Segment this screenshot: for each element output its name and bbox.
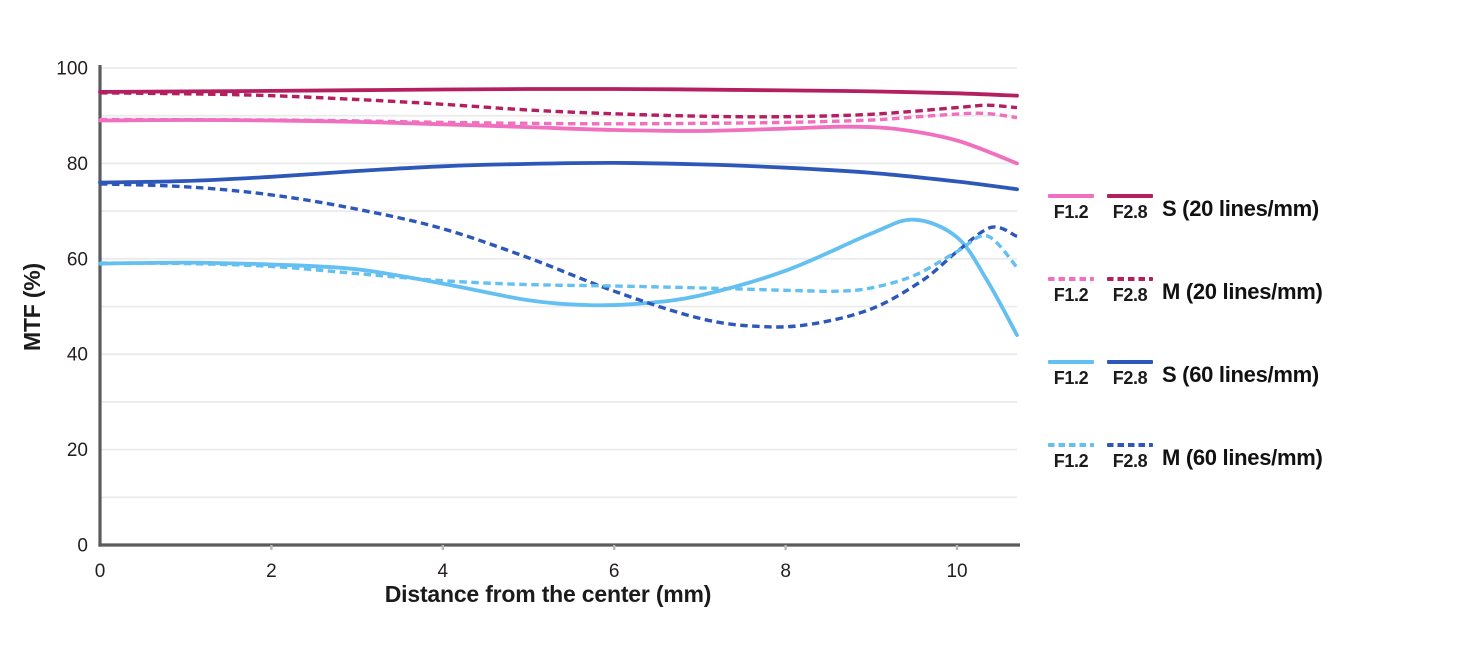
series-line-m20-f12 [99, 111, 1018, 126]
series-line-s20-f12 [98, 118, 1019, 166]
y-axis-title: MTF (%) [19, 263, 45, 351]
series-line-s60-f28 [98, 160, 1019, 192]
y-tick-label: 60 [67, 249, 88, 270]
y-tick-label: 80 [67, 154, 88, 175]
x-tick-label: 0 [95, 561, 106, 582]
y-tick-label: 20 [67, 440, 88, 461]
x-tick-label: 2 [266, 561, 277, 582]
y-tick-label: 40 [67, 345, 88, 366]
series-line-m60-f12 [99, 233, 1019, 293]
series-line-s20-f28 [98, 87, 1019, 98]
x-axis-title: Distance from the center (mm) [385, 581, 712, 607]
x-tick-label: 4 [438, 561, 449, 582]
y-tick-label: 0 [77, 536, 88, 557]
axis-layer [98, 65, 1020, 550]
y-tick-label: 100 [56, 59, 88, 80]
x-tick-label: 8 [780, 561, 791, 582]
x-tick-label: 10 [946, 561, 967, 582]
grid-layer [100, 67, 1017, 499]
x-tick-label: 6 [609, 561, 620, 582]
series-line-m60-f28 [99, 182, 1018, 329]
series-line-m20-f28 [99, 91, 1018, 119]
series-line-s60-f12 [98, 217, 1019, 337]
series-layer [98, 87, 1019, 337]
